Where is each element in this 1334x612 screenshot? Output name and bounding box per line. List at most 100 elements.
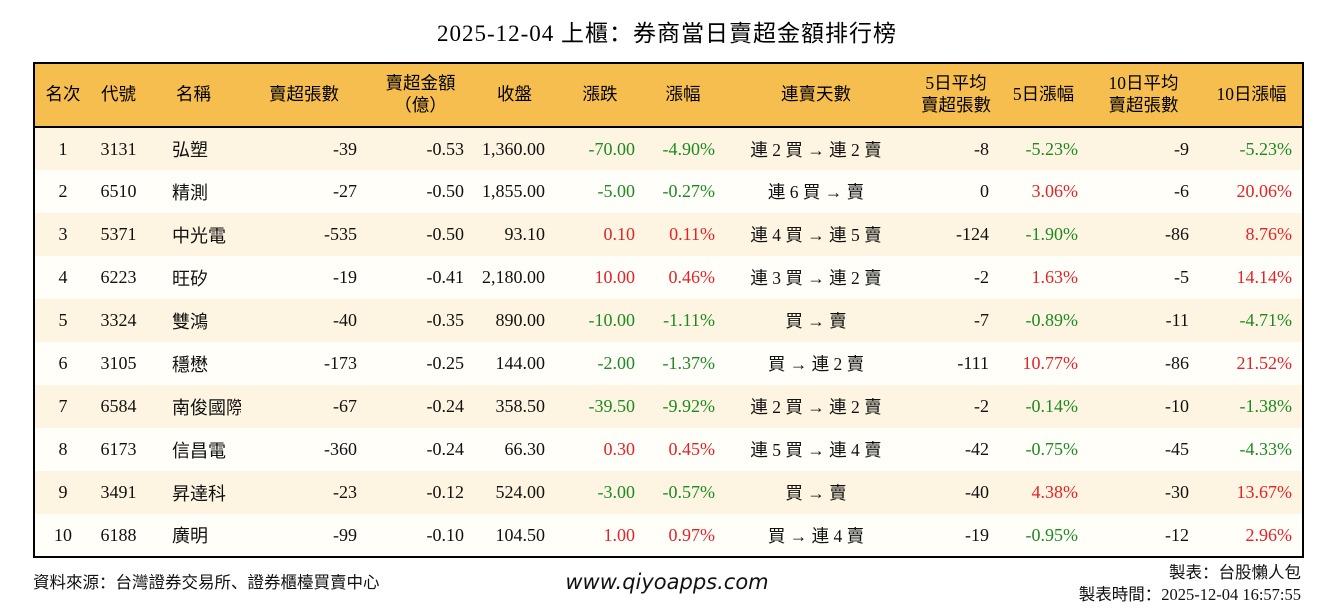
column-header-close: 收盤 [474,63,555,128]
cell-chg: -2.00 [597,353,636,373]
cell-avg10: -12 [1165,524,1189,545]
cell-chgp: 0.46% [668,267,716,287]
cell-samt: -0.53 [426,138,465,159]
cell-pct10: -1.38% [1239,396,1293,416]
cell-svol: -19 [333,267,357,287]
website-url: www.qiyoapps.com [565,570,769,594]
cell-pct5: -0.75% [1025,439,1079,459]
cell-rank: 8 [58,439,68,459]
cell-rank: 10 [54,524,72,545]
cell-samt: -0.24 [426,396,465,416]
cell-chg: -39.50 [588,396,636,416]
column-header-pct10: 10日漲幅 [1201,63,1303,128]
cell-samt: -0.25 [426,353,465,373]
cell-close: 104.50 [495,524,546,545]
cell-streak: 買 → 連 2 賣 [767,354,865,374]
cell-pct5: -0.89% [1025,310,1079,330]
cell-samt: -0.35 [426,310,465,330]
cell-rank: 2 [58,181,68,201]
table-row: 6 3105 穩懋 -173 -0.25 144.00 -2.00 -1.37% 買 → 連 2… [34,342,1303,385]
cell-avg10: -86 [1165,224,1189,244]
cell-svol: -23 [333,482,357,502]
cell-name: 中光電 [172,225,226,246]
cell-avg5: -124 [956,224,989,244]
cell-svol: -99 [333,524,357,545]
cell-name: 信昌電 [172,440,226,461]
cell-samt: -0.10 [426,524,465,545]
column-header-rank: 名次 [34,63,91,128]
cell-rank: 9 [58,482,68,502]
cell-chgp: -1.11% [663,310,715,330]
cell-chg: 10.00 [594,267,636,287]
cell-streak: 連 3 買 → 連 2 賣 [750,268,882,288]
cell-pct10: 13.67% [1236,482,1293,502]
cell-chg: -10.00 [588,310,636,330]
cell-svol: -27 [333,181,357,201]
cell-svol: -39 [333,138,357,159]
header-row: 名次 代號 名稱 賣超張數 賣超金額 （億） 收盤 漲跌 漲幅 連賣天數 5日平均 賣超張數 5日漲… [34,63,1303,128]
cell-close: 144.00 [495,353,546,373]
cell-name: 弘塑 [172,140,208,160]
cell-streak: 連 5 買 → 連 4 賣 [750,440,882,460]
cell-code: 6188 [100,524,137,545]
cell-avg5: -2 [974,267,989,287]
cell-pct10: 14.14% [1236,267,1293,287]
cell-avg5: -2 [974,396,989,416]
cell-rank: 3 [58,224,68,244]
column-header-avg5: 5日平均 賣超張數 [911,63,1001,128]
cell-pct10: 8.76% [1245,224,1293,244]
cell-chgp: -0.27% [662,181,716,201]
cell-avg5: -7 [974,310,989,330]
table-body: 1 3131 弘塑 -39 -0.53 1,360.00 -70.00 -4.90% 連 2 買… [34,127,1303,557]
column-header-code: 代號 [91,63,146,128]
cell-close: 2,180.00 [482,267,545,287]
cell-close: 66.30 [504,439,546,459]
cell-avg5: -111 [957,353,989,373]
cell-chgp: 0.45% [668,439,716,459]
cell-name: 精測 [172,182,208,203]
cell-svol: -40 [333,310,357,330]
cell-streak: 買 → 賣 [785,483,847,503]
table-row: 8 6173 信昌電 -360 -0.24 66.30 0.30 0.45% 連 5 買 → 連… [34,428,1303,471]
cell-chgp: -1.37% [662,353,716,373]
cell-svol: -360 [324,439,357,459]
cell-code: 3324 [100,310,137,330]
cell-name: 雙鴻 [172,311,208,332]
cell-code: 3491 [100,482,137,502]
cell-close: 524.00 [495,482,546,502]
data-source-note: 資料來源：台灣證券交易所、證券櫃檯買賣中心 [33,573,380,592]
cell-pct10: -5.23% [1239,138,1293,159]
cell-name: 昇達科 [172,483,226,504]
cell-avg10: -5 [1174,267,1189,287]
cell-chg: -5.00 [597,181,636,201]
table-row: 9 3491 昇達科 -23 -0.12 524.00 -3.00 -0.57% 買 → 賣 -4… [34,471,1303,514]
cell-close: 358.50 [495,396,546,416]
cell-pct5: 4.38% [1031,482,1079,502]
cell-chg: -3.00 [597,482,636,502]
cell-rank: 4 [58,267,68,287]
cell-chgp: -9.92% [662,396,716,416]
cell-avg5: -40 [965,482,989,502]
cell-pct10: 2.96% [1245,524,1293,545]
cell-samt: -0.50 [426,181,465,201]
cell-rank: 5 [58,310,68,330]
cell-pct5: -0.14% [1025,396,1079,416]
column-header-pct5: 5日漲幅 [1001,63,1086,128]
table-header: 名次 代號 名稱 賣超張數 賣超金額 （億） 收盤 漲跌 漲幅 連賣天數 5日平均 賣超張數 5日漲… [34,63,1303,128]
cell-avg5: -19 [965,524,989,545]
table-row: 1 3131 弘塑 -39 -0.53 1,360.00 -70.00 -4.90% 連 2 買… [34,127,1303,170]
cell-avg10: -11 [1165,310,1189,330]
cell-name: 穩懋 [172,354,208,375]
cell-name: 廣明 [172,526,208,546]
made-by-label: 製表：台股懶人包 [1169,563,1301,582]
cell-avg5: -8 [974,138,989,159]
cell-code: 6510 [100,181,137,201]
cell-rank: 7 [58,396,68,416]
page-title: 2025-12-04 上櫃：券商當日賣超金額排行榜 [436,21,898,46]
cell-chgp: 0.97% [668,524,716,545]
column-header-streak: 連賣天數 [721,63,911,128]
cell-chg: 0.10 [603,224,636,244]
cell-chg: 1.00 [603,524,636,545]
cell-pct5: -1.90% [1025,224,1079,244]
cell-svol: -67 [333,396,357,416]
